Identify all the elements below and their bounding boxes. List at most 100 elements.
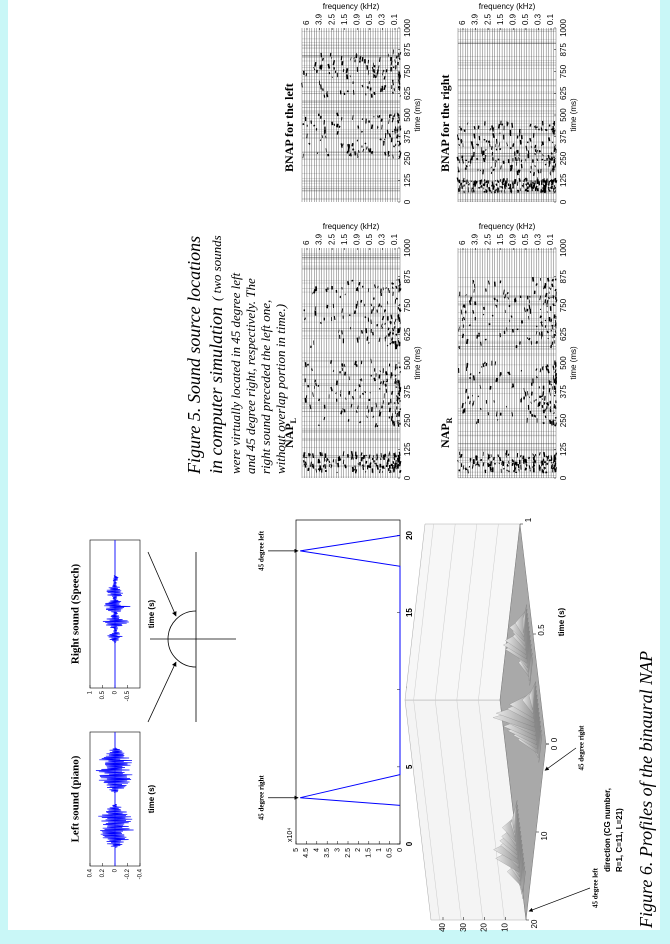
activity: [361, 300, 362, 303]
panel-title-text: BNAP for the right: [438, 75, 452, 172]
activity: [352, 280, 353, 281]
activity: [305, 398, 306, 403]
freq-tick-label: 0.1: [546, 13, 555, 25]
time-tick-label: 625: [559, 327, 568, 341]
activity: [367, 147, 368, 150]
activity: [549, 137, 550, 141]
freq-tick-label: 3.9: [315, 13, 324, 25]
time-axis-label: time (ms): [413, 98, 422, 132]
annotation: 45 degree left: [258, 530, 266, 571]
activity: [362, 57, 363, 61]
activity: [475, 183, 476, 187]
activity: [397, 400, 398, 403]
activity: [353, 396, 354, 399]
activity: [368, 86, 369, 88]
activity: [486, 363, 487, 366]
activity: [362, 465, 363, 467]
activity: [375, 76, 376, 78]
activity: [308, 468, 309, 471]
activity: [366, 455, 367, 456]
activity: [491, 461, 492, 466]
time-tick-label: 250: [559, 151, 568, 165]
freq-tick-label: 0.3: [534, 13, 543, 25]
activity: [394, 421, 395, 423]
activity: [534, 183, 535, 188]
activity: [387, 379, 388, 382]
freq-axis-label: frequency (kHz): [479, 2, 536, 11]
activity: [463, 304, 464, 307]
time-axis-label: time (ms): [569, 346, 578, 380]
time-tick-label: 1: [524, 517, 533, 522]
activity: [359, 150, 360, 152]
activity: [546, 464, 547, 466]
activity: [398, 328, 399, 330]
activity: [397, 135, 398, 139]
plot-title: Left sound (piano): [70, 755, 82, 842]
plot-title: Right sound (Speech): [70, 564, 82, 665]
activity: [493, 186, 494, 190]
activity: [550, 410, 551, 412]
activity: [397, 413, 398, 417]
activity: [396, 345, 397, 349]
activity: [383, 316, 384, 320]
activity: [348, 281, 349, 285]
activity: [372, 125, 373, 129]
activity: [367, 337, 368, 341]
activity: [316, 383, 317, 386]
activity: [546, 456, 547, 457]
activity: [400, 152, 401, 156]
activity: [478, 464, 479, 467]
activity: [458, 170, 459, 172]
activity: [549, 125, 550, 127]
activity: [356, 364, 357, 367]
activity: [492, 146, 493, 150]
activity: [519, 129, 520, 133]
activity: [518, 190, 519, 193]
time-tick-label: 1000: [559, 19, 568, 37]
activity: [353, 149, 354, 151]
freq-tick-label: 0.5: [365, 233, 374, 245]
activity: [391, 322, 392, 325]
freq-tick-label: 1.5: [496, 13, 505, 25]
activity: [547, 364, 548, 366]
activity: [480, 180, 481, 184]
freq-tick-label: 1.5: [340, 13, 349, 25]
activity: [355, 469, 356, 471]
activity: [556, 453, 557, 456]
activity: [552, 158, 553, 161]
time-tick-label: 750: [403, 64, 412, 78]
activity: [518, 170, 519, 173]
y-tick-label: -0.5: [125, 690, 131, 701]
activity: [551, 384, 552, 385]
activity: [400, 462, 401, 467]
activity: [541, 128, 542, 131]
activity: [393, 420, 394, 424]
activity: [320, 140, 321, 141]
activity: [342, 330, 343, 334]
activity: [468, 469, 469, 473]
activity: [322, 452, 323, 456]
time-tick-label: 500: [403, 108, 412, 122]
activity: [380, 412, 381, 416]
activity: [553, 296, 554, 298]
activity: [547, 463, 548, 464]
activity: [360, 379, 361, 380]
activity: [518, 464, 519, 468]
activity: [359, 384, 360, 387]
activity: [313, 453, 314, 458]
activity: [522, 185, 523, 186]
activity: [474, 375, 475, 380]
activity: [552, 180, 553, 185]
activity: [527, 186, 528, 189]
activity: [540, 316, 541, 318]
direction-axis-label: R=1, C=11, L=21): [615, 808, 624, 872]
activity: [545, 467, 546, 469]
activity: [483, 170, 484, 175]
activity: [374, 378, 375, 381]
activity: [393, 332, 394, 334]
activity: [343, 69, 344, 72]
activity: [532, 414, 533, 416]
activity: [400, 371, 401, 373]
activity: [525, 392, 526, 397]
activity: [499, 124, 500, 129]
